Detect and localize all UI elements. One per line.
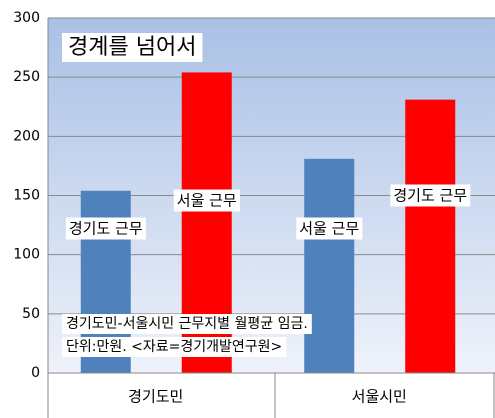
annotation: 단위:만원. <자료=경기개발연구원> bbox=[66, 339, 282, 355]
value-label: 서울 근무 bbox=[177, 192, 237, 210]
y-tick-label: 200 bbox=[13, 128, 40, 144]
value-label-box bbox=[173, 189, 240, 212]
y-tick-label: 100 bbox=[13, 247, 40, 263]
value-label-box bbox=[65, 217, 146, 240]
value-label: 서울 근무 bbox=[299, 220, 359, 238]
x-tick-label: 서울시민 bbox=[352, 388, 407, 406]
chart-title: 경계를 넘어서 bbox=[68, 35, 196, 60]
y-tick-label: 0 bbox=[31, 365, 40, 381]
x-tick-label: 경기도민 bbox=[128, 388, 183, 406]
bar bbox=[405, 99, 456, 374]
annotation: 경기도민-서울시민 근무지별 월평균 임금. bbox=[66, 316, 308, 332]
value-label-box bbox=[390, 184, 471, 207]
y-tick-label: 150 bbox=[13, 188, 40, 204]
value-label-box bbox=[296, 217, 363, 240]
y-tick-label: 300 bbox=[13, 10, 40, 26]
y-tick-label: 250 bbox=[13, 69, 40, 85]
value-label: 경기도 근무 bbox=[393, 187, 467, 205]
chart-title-box bbox=[62, 33, 203, 62]
annotation-box bbox=[62, 337, 287, 357]
annotation-box bbox=[62, 314, 312, 334]
y-tick-label: 50 bbox=[22, 306, 40, 322]
bar bbox=[304, 158, 355, 373]
value-label: 경기도 근무 bbox=[69, 220, 143, 238]
